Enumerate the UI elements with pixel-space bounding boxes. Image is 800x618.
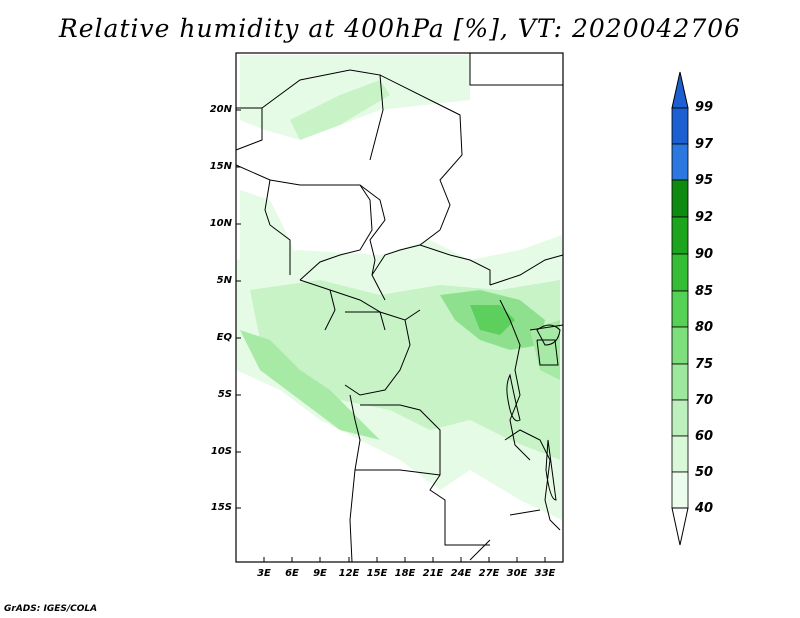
lat-label: 20N — [209, 104, 232, 115]
colorbar-label: 92 — [695, 210, 714, 225]
humidity-field — [236, 55, 562, 520]
lat-label: 15S — [210, 502, 232, 513]
lon-label: 33E — [534, 568, 556, 579]
colorbar-seg-85 — [671, 253, 689, 292]
colorbar-top-arrow — [671, 71, 689, 109]
lon-label: 3E — [257, 568, 271, 579]
lon-label: 24E — [450, 568, 472, 579]
colorbar-label: 75 — [695, 357, 714, 372]
lat-label: 10N — [209, 218, 232, 229]
grads-credit: GrADS: IGES/COLA — [4, 604, 98, 614]
colorbar-label: 50 — [695, 465, 714, 480]
colorbar — [671, 71, 689, 546]
colorbar-label: 97 — [695, 137, 714, 152]
colorbar-bottom-arrow — [671, 507, 689, 546]
lat-label: EQ — [216, 332, 232, 343]
axis-ticks — [236, 109, 546, 562]
lon-label: 9E — [313, 568, 327, 579]
lakes — [506, 324, 561, 501]
colorbar-label: 90 — [695, 247, 714, 262]
map-title: Relative humidity at 400hPa [%], VT: 202… — [58, 14, 742, 43]
colorbar-seg-99 — [671, 107, 689, 145]
humidity-blob-coast — [240, 330, 380, 440]
colorbar-label: 80 — [695, 320, 714, 335]
colorbar-seg-75 — [671, 326, 689, 365]
lon-label: 18E — [394, 568, 416, 579]
lat-label: 15N — [209, 161, 232, 172]
colorbar-seg-60 — [671, 399, 689, 437]
colorbar-seg-40 — [671, 471, 689, 509]
lake-tanganyika — [506, 373, 521, 422]
lon-label: 12E — [338, 568, 360, 579]
colorbar-seg-90 — [671, 216, 689, 255]
colorbar-seg-80 — [671, 290, 689, 328]
humidity-blob-lakes-core — [470, 305, 515, 335]
lat-label: 5S — [217, 389, 232, 400]
map-frame — [235, 52, 564, 563]
lake-malawi — [545, 439, 557, 501]
lon-label: 21E — [422, 568, 444, 579]
country-borders — [235, 53, 564, 563]
lon-label: 27E — [478, 568, 500, 579]
lon-label: 15E — [366, 568, 388, 579]
colorbar-label: 70 — [695, 393, 714, 408]
colorbar-label: 85 — [695, 284, 714, 299]
colorbar-seg-92 — [671, 179, 689, 218]
colorbar-seg-70 — [671, 363, 689, 401]
colorbar-seg-97 — [671, 143, 689, 181]
colorbar-label: 99 — [695, 100, 714, 115]
lon-label: 6E — [285, 568, 299, 579]
lat-label: 5N — [216, 275, 232, 286]
lon-label: 30E — [506, 568, 528, 579]
colorbar-label: 60 — [695, 429, 714, 444]
lat-label: 10S — [210, 446, 232, 457]
lake-victoria — [536, 324, 561, 346]
colorbar-label: 40 — [695, 501, 714, 516]
colorbar-label: 95 — [695, 173, 714, 188]
colorbar-seg-50 — [671, 435, 689, 473]
humidity-blob-sahara-inner — [290, 80, 390, 140]
